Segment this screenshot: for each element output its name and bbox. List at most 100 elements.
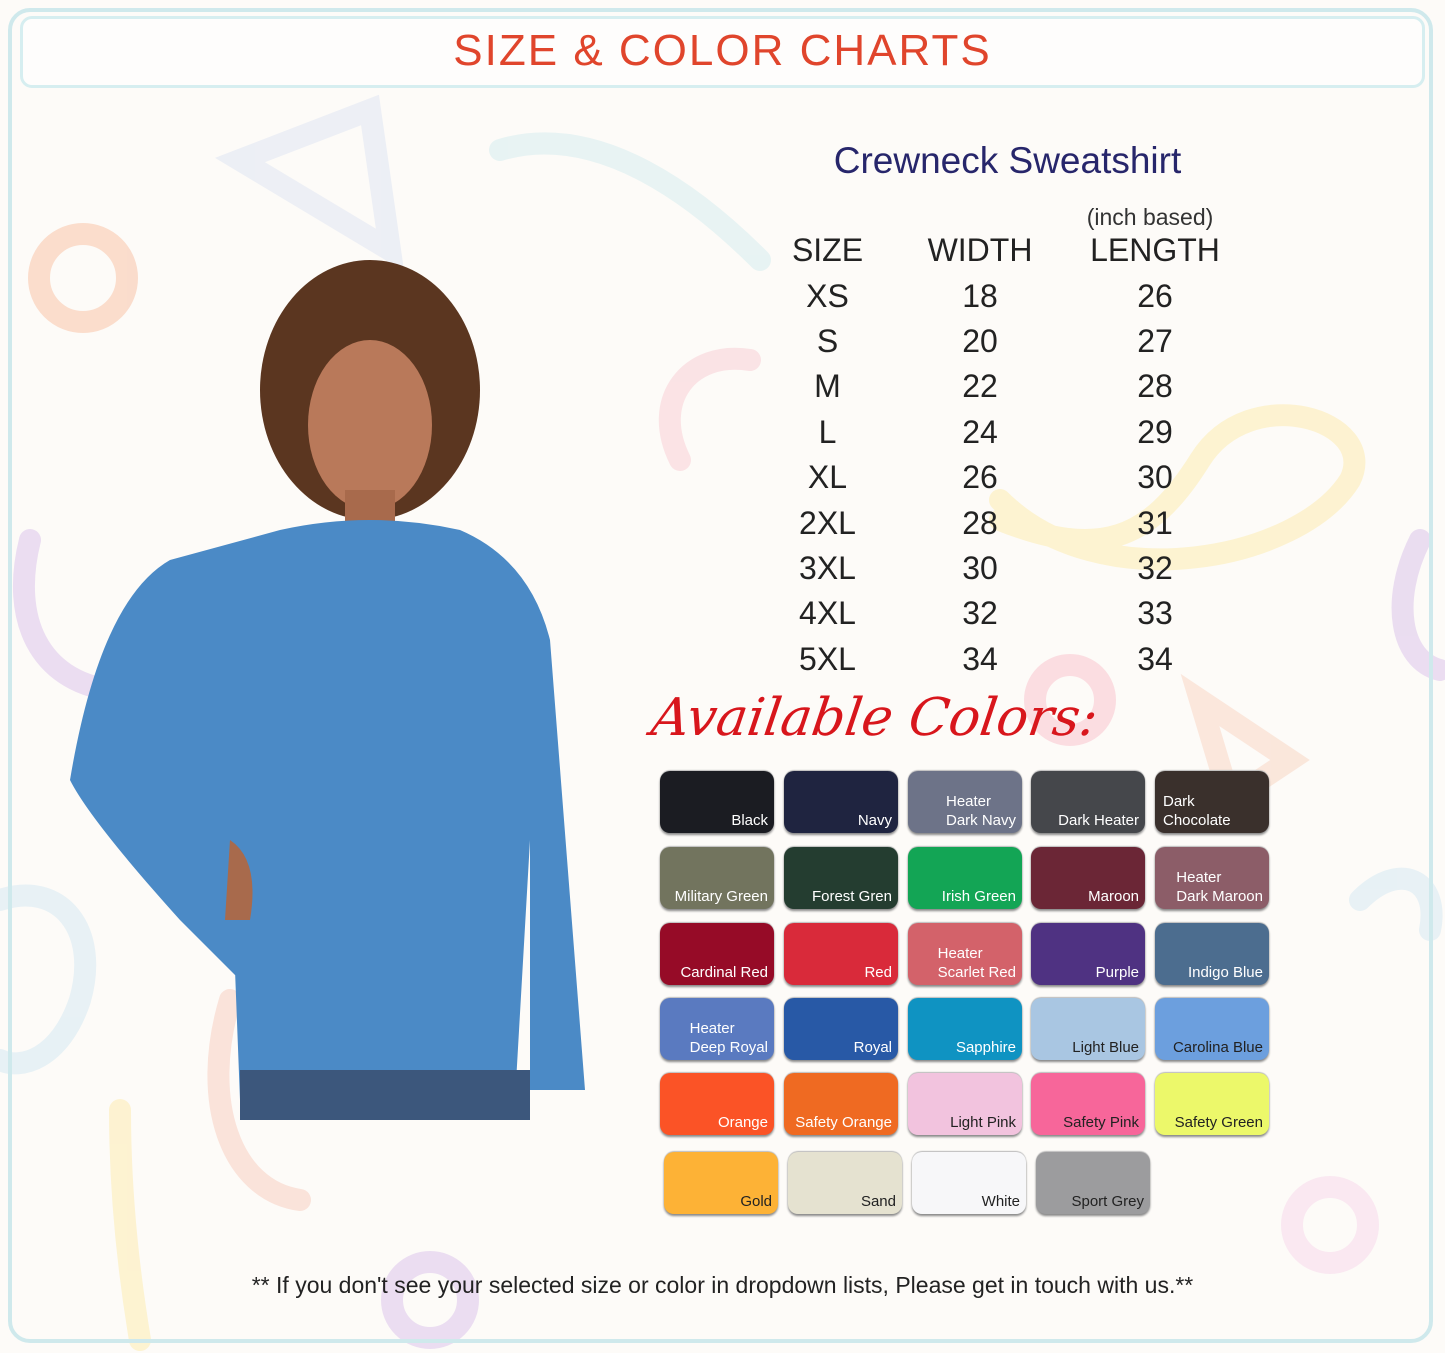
color-swatch-label: Black bbox=[731, 812, 768, 829]
color-swatch-label: Navy bbox=[857, 812, 892, 829]
jeans bbox=[240, 1070, 530, 1120]
model-photo bbox=[70, 260, 585, 1120]
color-swatch: Safety Pink bbox=[1031, 1073, 1145, 1135]
color-swatch: Orange bbox=[660, 1073, 774, 1135]
color-swatch-label: Military Green bbox=[674, 888, 768, 905]
cell-width: 28 bbox=[962, 504, 998, 541]
color-swatch: Navy bbox=[784, 771, 898, 833]
color-swatch: Red bbox=[784, 923, 898, 985]
cell-width: 20 bbox=[962, 322, 998, 359]
table-row: 2XL 28 31 bbox=[770, 500, 1235, 545]
color-swatch: Dark Heater bbox=[1031, 771, 1145, 833]
color-swatch-label: Cardinal Red bbox=[680, 964, 768, 981]
cell-width: 26 bbox=[962, 459, 998, 496]
sweatshirt bbox=[70, 520, 585, 1100]
footer-note: ** If you don't see your selected size o… bbox=[251, 1272, 1194, 1298]
cell-width: 34 bbox=[962, 640, 998, 677]
color-swatch-label: White bbox=[981, 1193, 1020, 1210]
color-swatch-label: Safety Green bbox=[1174, 1114, 1263, 1131]
color-swatch: Black bbox=[660, 771, 774, 833]
cell-length: 28 bbox=[1137, 368, 1173, 405]
cell-length: 26 bbox=[1137, 277, 1173, 314]
color-swatch-label: Gold bbox=[740, 1193, 772, 1210]
table-row: S 20 27 bbox=[770, 319, 1235, 364]
color-swatch-label: Dark Heater bbox=[1058, 812, 1139, 829]
color-swatch: Royal bbox=[784, 998, 898, 1060]
color-swatch: Cardinal Red bbox=[660, 923, 774, 985]
cell-width: 24 bbox=[962, 413, 998, 450]
table-row: 3XL 30 32 bbox=[770, 546, 1235, 591]
cell-size: 2XL bbox=[799, 504, 856, 541]
color-swatch-label: Sapphire bbox=[955, 1039, 1016, 1056]
color-swatch: White bbox=[912, 1152, 1026, 1214]
page-frame bbox=[8, 8, 1433, 1343]
color-swatch-label: Light Pink bbox=[950, 1114, 1016, 1131]
color-swatch: Forest Gren bbox=[784, 847, 898, 909]
color-swatch: Indigo Blue bbox=[1155, 923, 1269, 985]
table-row: M 22 28 bbox=[770, 364, 1235, 409]
color-swatch-label: Heater Dark Navy bbox=[945, 793, 1016, 829]
color-swatch: Heater Dark Maroon bbox=[1155, 847, 1269, 909]
color-swatch-label: Purple bbox=[1095, 964, 1139, 981]
cell-size: M bbox=[814, 368, 841, 405]
cell-size: 3XL bbox=[799, 549, 856, 586]
face bbox=[308, 340, 432, 510]
color-swatch: Military Green bbox=[660, 847, 774, 909]
color-swatch-label: Light Blue bbox=[1072, 1039, 1139, 1056]
color-swatch-label: Dark Chocolate bbox=[1163, 793, 1231, 829]
color-swatch: Heater Deep Royal bbox=[660, 998, 774, 1060]
color-swatch: Purple bbox=[1031, 923, 1145, 985]
cell-length: 31 bbox=[1137, 504, 1173, 541]
color-swatch: Heater Scarlet Red bbox=[908, 923, 1022, 985]
column-header-width: WIDTH bbox=[927, 232, 1033, 269]
cell-width: 30 bbox=[962, 549, 998, 586]
table-header-row: SIZE WIDTH LENGTH bbox=[770, 228, 1235, 273]
unit-note: (inch based) bbox=[1086, 204, 1214, 230]
color-swatch: Sapphire bbox=[908, 998, 1022, 1060]
table-row: 4XL 32 33 bbox=[770, 591, 1235, 636]
cell-length: 33 bbox=[1137, 595, 1173, 632]
color-swatch: Heater Dark Navy bbox=[908, 771, 1022, 833]
column-header-size: SIZE bbox=[791, 232, 864, 269]
color-swatch-label: Forest Gren bbox=[811, 888, 892, 905]
color-swatch-label: Red bbox=[864, 964, 892, 981]
table-row: 5XL 34 34 bbox=[770, 637, 1235, 682]
color-swatch: Maroon bbox=[1031, 847, 1145, 909]
cell-length: 32 bbox=[1137, 549, 1173, 586]
color-swatch: Sand bbox=[788, 1152, 902, 1214]
color-swatch-label: Heater Deep Royal bbox=[689, 1020, 768, 1056]
color-swatch-label: Indigo Blue bbox=[1187, 964, 1263, 981]
cell-length: 29 bbox=[1137, 413, 1173, 450]
color-swatch-label: Sport Grey bbox=[1071, 1193, 1144, 1210]
color-swatch-label: Heater Scarlet Red bbox=[937, 945, 1016, 981]
color-swatch-label: Carolina Blue bbox=[1172, 1039, 1263, 1056]
color-swatch: Dark Chocolate bbox=[1155, 771, 1269, 833]
cell-length: 34 bbox=[1137, 640, 1173, 677]
color-swatch: Sport Grey bbox=[1036, 1152, 1150, 1214]
color-swatch: Safety Orange bbox=[784, 1073, 898, 1135]
color-swatch: Safety Green bbox=[1155, 1073, 1269, 1135]
cell-size: L bbox=[818, 413, 837, 450]
size-chart-table: SIZE WIDTH LENGTH XS 18 26 S 20 27 M 22 28 L 24 29 X… bbox=[770, 228, 1235, 682]
color-swatch-label: Royal bbox=[853, 1039, 892, 1056]
color-swatch-label: Heater Dark Maroon bbox=[1176, 869, 1263, 905]
cell-size: XL bbox=[807, 459, 848, 496]
color-swatch: Irish Green bbox=[908, 847, 1022, 909]
cell-size: XS bbox=[806, 277, 849, 314]
table-row: XS 18 26 bbox=[770, 273, 1235, 318]
table-row: XL 26 30 bbox=[770, 455, 1235, 500]
page-title: SIZE & COLOR CHARTS bbox=[453, 26, 992, 75]
cell-size: S bbox=[816, 322, 839, 359]
table-row: L 24 29 bbox=[770, 410, 1235, 455]
column-header-length: LENGTH bbox=[1090, 232, 1220, 269]
color-swatch-label: Irish Green bbox=[941, 888, 1016, 905]
color-swatch-label: Safety Pink bbox=[1063, 1114, 1139, 1131]
cell-length: 27 bbox=[1137, 322, 1173, 359]
color-swatch-label: Sand bbox=[860, 1193, 896, 1210]
cell-size: 4XL bbox=[799, 595, 856, 632]
color-swatch-label: Safety Orange bbox=[795, 1114, 892, 1131]
cell-width: 22 bbox=[962, 368, 998, 405]
color-swatch-label: Maroon bbox=[1088, 888, 1139, 905]
available-colors-heading: Available Colors: bbox=[647, 688, 1102, 748]
color-swatch: Gold bbox=[664, 1152, 778, 1214]
